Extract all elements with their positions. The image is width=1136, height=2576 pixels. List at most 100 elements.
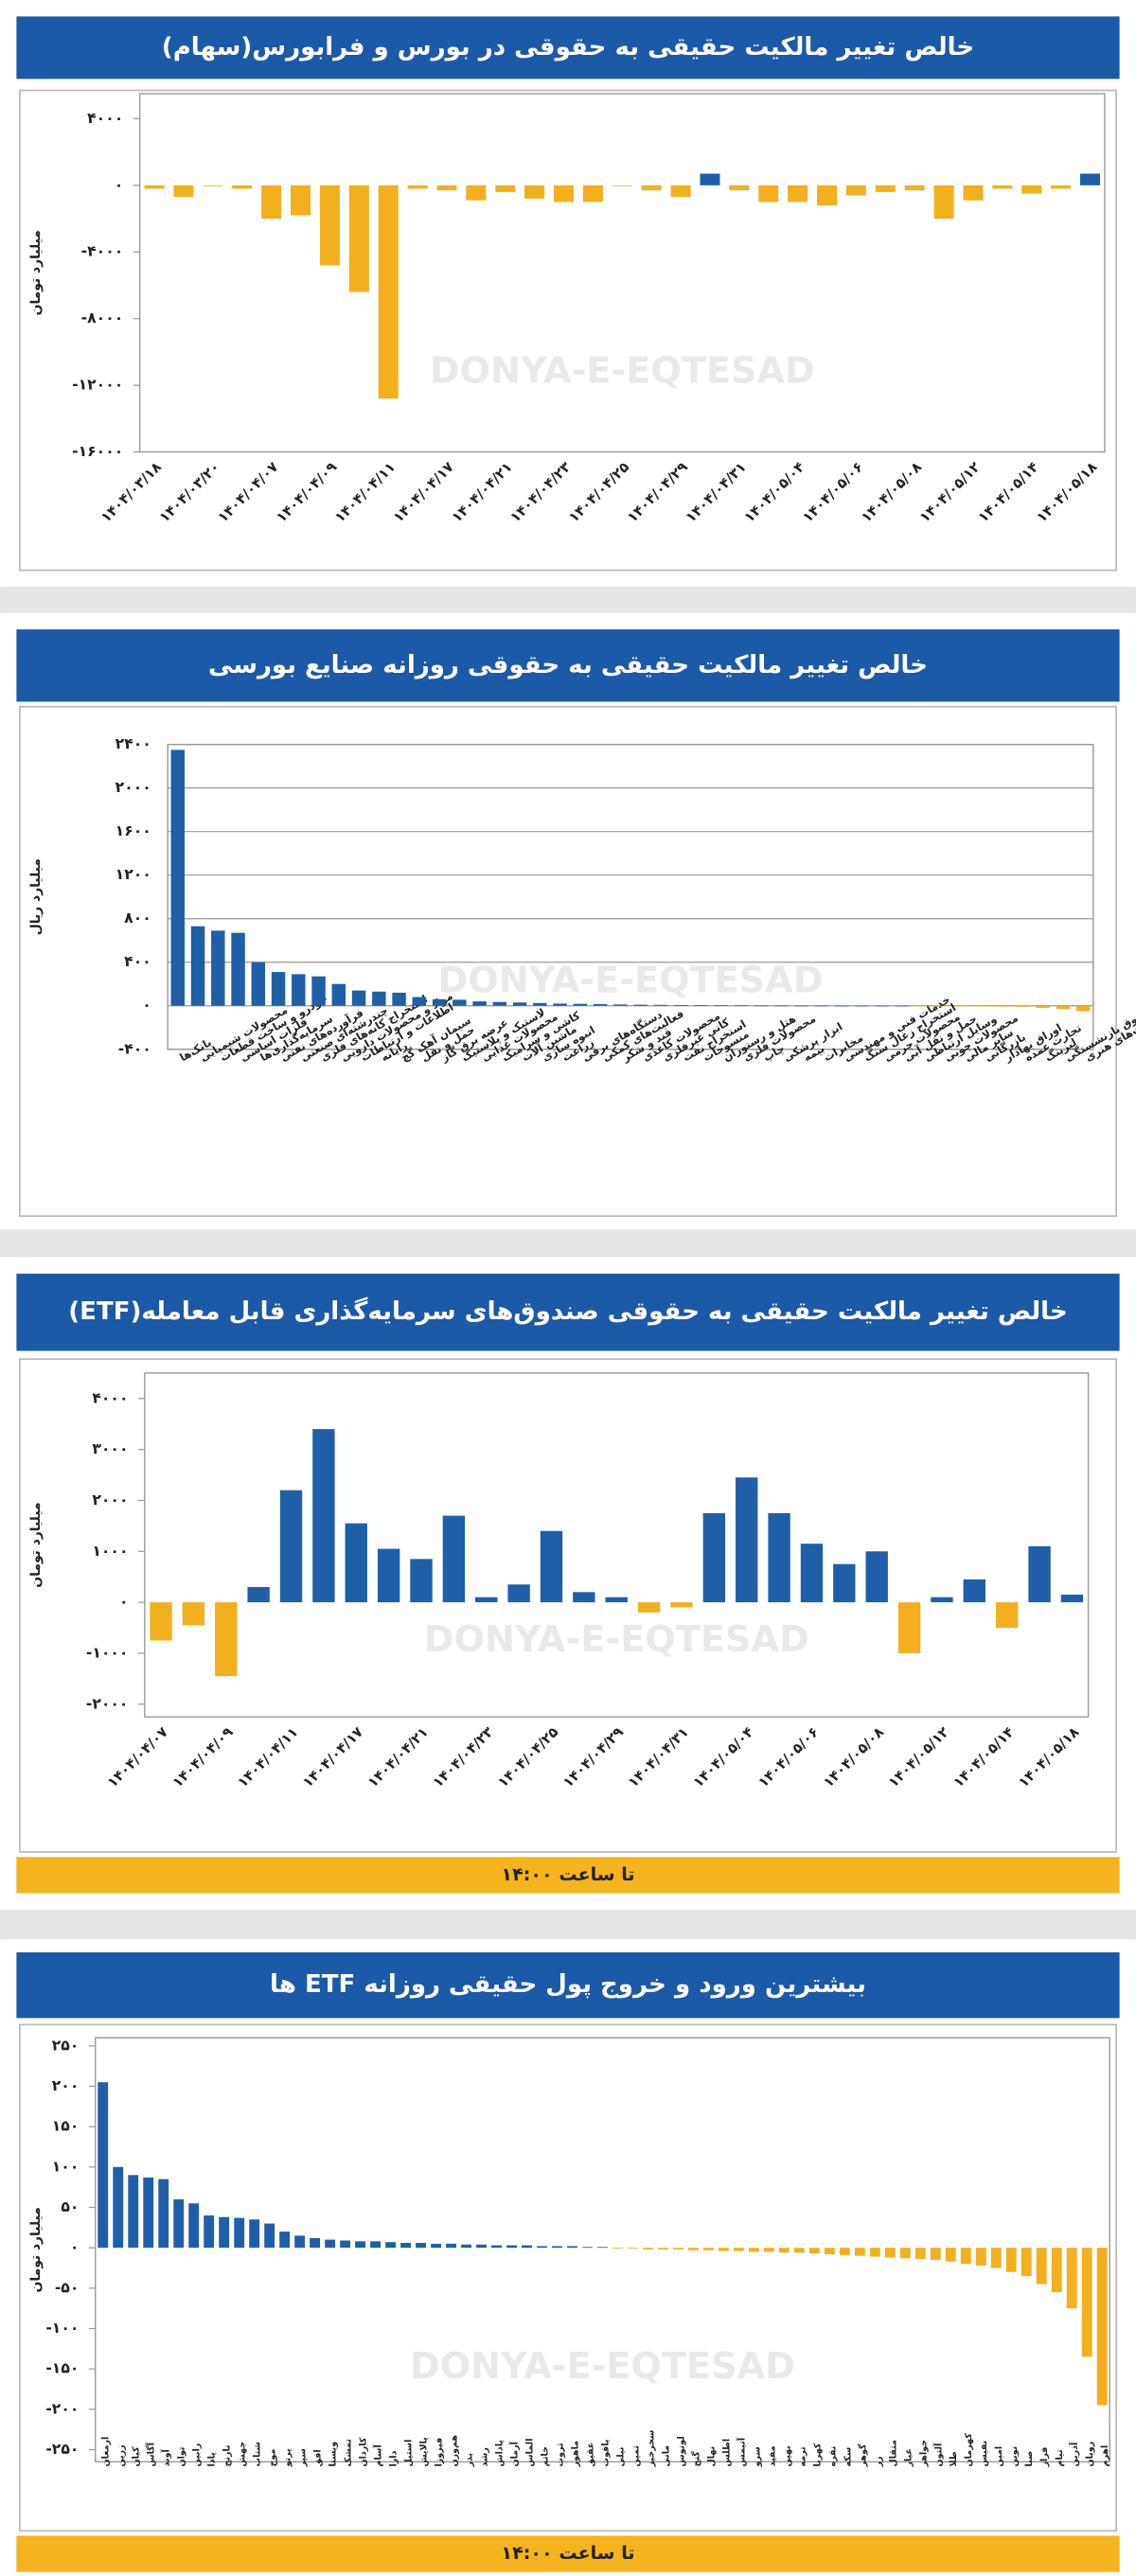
bar bbox=[204, 2215, 215, 2249]
bar bbox=[170, 750, 186, 1006]
bar bbox=[899, 2248, 911, 2259]
bar bbox=[605, 1597, 628, 1603]
x-tick-label: عیار bbox=[903, 2448, 914, 2467]
bar bbox=[612, 185, 632, 186]
y-tick-label: -۱۶۰۰۰ bbox=[72, 443, 123, 460]
bar bbox=[247, 1586, 270, 1603]
bar bbox=[271, 972, 286, 1006]
bar bbox=[113, 2166, 124, 2249]
x-tick-label: استیل bbox=[404, 2440, 415, 2467]
chart-box bbox=[19, 2023, 1117, 2532]
x-tick-label: ارمغان bbox=[101, 2437, 112, 2467]
y-tick-label: -۱۰۰ bbox=[45, 2320, 79, 2337]
bar bbox=[702, 2248, 714, 2250]
x-tick-label: سکه bbox=[843, 2447, 853, 2467]
bar bbox=[553, 1003, 567, 1006]
bar bbox=[687, 2248, 699, 2250]
y-tick-label: ۰ bbox=[142, 997, 151, 1014]
bar bbox=[567, 2246, 577, 2249]
x-tick-label: پرتو bbox=[283, 2448, 293, 2467]
bar bbox=[392, 992, 406, 1006]
bar bbox=[385, 2242, 397, 2249]
bar bbox=[412, 997, 427, 1006]
x-tick-label: آذرین bbox=[1068, 2442, 1080, 2467]
x-tick-label: کاردان bbox=[359, 2437, 369, 2466]
plot-frame bbox=[95, 2037, 1110, 2463]
watermark: DONYA-E-EQTESAD bbox=[438, 960, 824, 1001]
bar bbox=[833, 1563, 856, 1603]
bar bbox=[446, 2243, 456, 2249]
x-tick-label: گنج bbox=[690, 2451, 701, 2467]
bar bbox=[203, 185, 223, 186]
bar bbox=[188, 2203, 200, 2249]
x-tick-label: زر bbox=[873, 2457, 883, 2468]
bar bbox=[232, 185, 253, 189]
bar bbox=[325, 2239, 336, 2249]
title-bar bbox=[16, 16, 1120, 79]
bar bbox=[718, 2248, 729, 2251]
x-tick-label: امین bbox=[994, 2446, 1004, 2467]
bar bbox=[975, 1005, 990, 1007]
bar bbox=[884, 2248, 896, 2258]
bar bbox=[931, 1597, 953, 1603]
title-bar bbox=[16, 1951, 1120, 2019]
bar bbox=[643, 2248, 653, 2250]
bar bbox=[279, 1490, 303, 1603]
x-tick-label: آلتون bbox=[932, 2443, 944, 2467]
y-tick-label: -۱۰۰۰ bbox=[86, 1644, 129, 1661]
x-tick-label: افق bbox=[313, 2449, 324, 2466]
bar bbox=[1096, 2248, 1108, 2406]
bar bbox=[672, 2248, 683, 2250]
bar bbox=[279, 2232, 291, 2249]
bar bbox=[453, 999, 467, 1006]
y-tick-label: -۵۰ bbox=[55, 2279, 80, 2296]
bar bbox=[340, 2240, 351, 2249]
y-axis-label: میلیارد ریال bbox=[28, 858, 44, 935]
bar bbox=[824, 2248, 835, 2254]
bar bbox=[348, 185, 369, 292]
bar bbox=[144, 185, 165, 189]
bar bbox=[552, 2246, 562, 2249]
x-tick-label: جواهر bbox=[918, 2440, 929, 2468]
plot-frame bbox=[138, 93, 1106, 453]
bar bbox=[1028, 1545, 1051, 1603]
y-tick-label: ۲۰۰۰ bbox=[115, 779, 151, 796]
x-tick-label: بهین bbox=[782, 2445, 792, 2466]
x-tick-label: اهرم bbox=[1100, 2445, 1110, 2467]
x-tick-label: آرمان bbox=[507, 2441, 520, 2466]
bar bbox=[1021, 185, 1042, 194]
bar bbox=[294, 2235, 306, 2249]
bar bbox=[190, 926, 205, 1006]
chart-title: خالص تغییر مالکیت حقیقی به حقوقی صندوق‌ه… bbox=[68, 1297, 1067, 1326]
footer-note: تا ساعت ۱۴:۰۰ bbox=[501, 1863, 634, 1885]
bar bbox=[331, 983, 346, 1006]
x-tick-label: رشد bbox=[480, 2447, 490, 2466]
x-tick-label: سپر bbox=[298, 2448, 309, 2467]
bar bbox=[492, 1001, 507, 1006]
bar bbox=[372, 991, 386, 1006]
x-tick-label: هم‌وزن bbox=[450, 2434, 460, 2466]
bar bbox=[312, 1429, 335, 1603]
bar bbox=[933, 185, 954, 220]
watermark: DONYA-E-EQTESAD bbox=[424, 1619, 809, 1661]
bar bbox=[442, 1515, 466, 1603]
bar bbox=[995, 1602, 1019, 1629]
bar bbox=[211, 930, 225, 1006]
y-tick-label: ۱۵۰ bbox=[52, 2118, 80, 2135]
bar bbox=[788, 185, 808, 203]
y-tick-label: ۱۰۰۰ bbox=[92, 1543, 128, 1560]
x-tick-label: ماهور bbox=[570, 2441, 580, 2468]
bar bbox=[219, 2216, 230, 2249]
x-tick-label: ویستا bbox=[328, 2442, 339, 2467]
bar bbox=[582, 185, 603, 203]
bar bbox=[310, 2237, 321, 2249]
y-tick-label: -۲۰۰ bbox=[45, 2400, 79, 2417]
bar bbox=[763, 2248, 774, 2252]
bar bbox=[597, 2247, 608, 2249]
bar bbox=[963, 1579, 985, 1603]
bar bbox=[990, 2248, 1002, 2268]
chart-box bbox=[19, 89, 1117, 572]
bar bbox=[1060, 1595, 1084, 1603]
x-tick-label: عقیق bbox=[585, 2443, 595, 2467]
y-tick-label: ۱۶۰۰ bbox=[115, 822, 151, 839]
